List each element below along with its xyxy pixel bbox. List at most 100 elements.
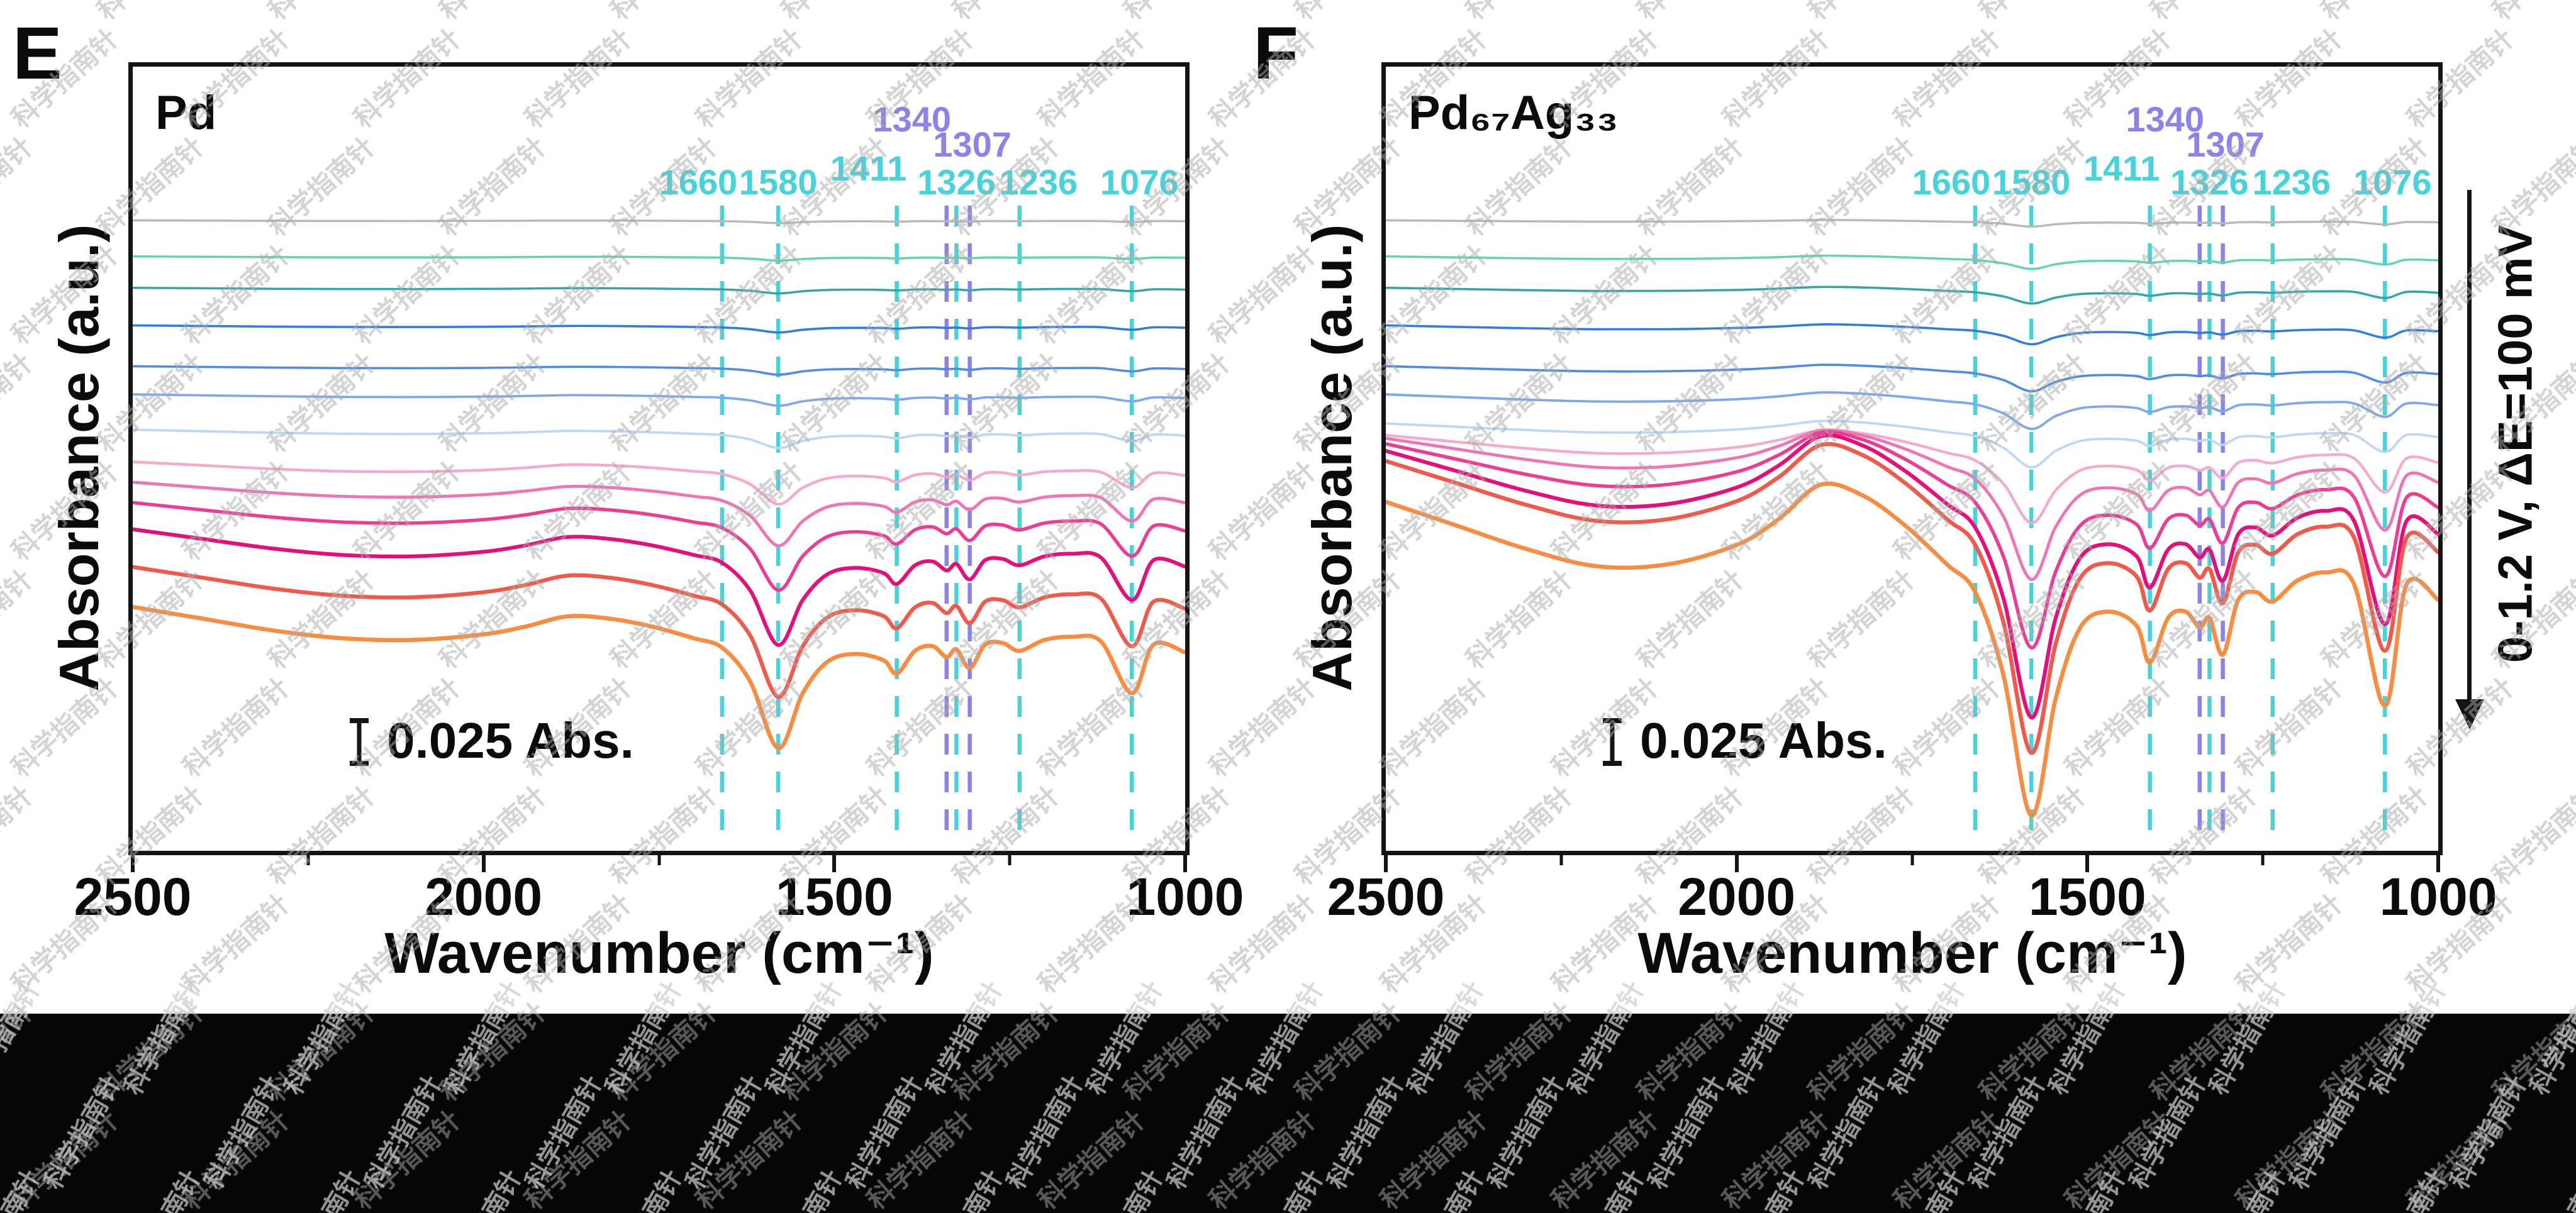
potential-arrow-line xyxy=(2467,190,2472,701)
peak-label-1076: 1076 xyxy=(1100,162,1179,202)
spectrum-curve-0.5V xyxy=(133,393,1185,407)
scale-bar-label: 0.025 Abs. xyxy=(387,712,634,768)
spectrum-curve-0.9V xyxy=(1386,430,2438,650)
panel-letter-e: E xyxy=(13,12,62,95)
watermark-text: 科学指南针 xyxy=(0,780,38,891)
watermark-text: 科学指南针 xyxy=(2141,0,2265,27)
watermark-text: 科学指南针 xyxy=(2572,240,2576,350)
watermark-text: 科学指南针 xyxy=(1970,0,2094,27)
x-tick-2500 xyxy=(1384,855,1388,872)
spectrum-curve-0.6V xyxy=(1386,419,2438,469)
plot-box-e: Pd 1660 1580 1411 1340 1326 1307 1236 1076 0.02… xyxy=(128,62,1190,855)
spectrum-curve-1V xyxy=(1386,433,2438,719)
spectrum-curve-0.2V xyxy=(133,286,1185,295)
peak-label-1236: 1236 xyxy=(2252,162,2331,202)
watermark-text: 科学指南针 xyxy=(2230,889,2348,999)
panel-letter-f: F xyxy=(1253,12,1299,95)
x-tick-2000 xyxy=(481,855,486,872)
peak-label-1340: 1340 xyxy=(873,99,952,139)
peak-label-1236: 1236 xyxy=(999,162,1078,202)
x-tick-1000 xyxy=(2436,855,2440,872)
peak-label-1580: 1580 xyxy=(739,162,818,202)
watermark-text: 科学指南针 xyxy=(1456,0,1580,27)
watermark-text: 科学指南针 xyxy=(0,564,38,675)
x-tick-label-2500: 2500 xyxy=(74,867,192,926)
x-axis-title-e: Wavenumber (cm⁻¹) xyxy=(384,921,934,985)
watermark-text: 科学指南针 xyxy=(1627,0,1751,27)
spectrum-curve-1.1V xyxy=(1386,442,2438,755)
watermark-text: 科学指南针 xyxy=(943,0,1067,27)
peak-label-1307: 1307 xyxy=(933,125,1012,164)
peak-label-1580: 1580 xyxy=(1992,162,2071,202)
watermark-text: 科学指南针 xyxy=(2572,456,2576,567)
scale-bar-label: 0.025 Abs. xyxy=(1640,712,1887,768)
watermark-text: 科学指南针 xyxy=(1285,0,1409,27)
spectrum-curve-0V xyxy=(133,219,1185,224)
plot-box-f: Pd₆₇Ag₃₃ 1660 1580 1411 1340 1326 1307 1236 107… xyxy=(1381,62,2443,855)
spectrum-curve-1V xyxy=(133,527,1185,647)
scale-bar-ibeam-icon xyxy=(350,718,369,766)
watermark-text: 科学指南针 xyxy=(430,0,554,27)
spectrum-curve-0.2V xyxy=(1386,285,2438,305)
spectrum-curve-0.4V xyxy=(133,365,1185,376)
x-tick-2500 xyxy=(131,855,135,872)
watermark-text: 科学指南针 xyxy=(87,0,211,27)
peak-label-1411: 1411 xyxy=(830,148,907,188)
sample-label-pd: Pd xyxy=(155,86,217,140)
spectra-svg-e xyxy=(133,206,1185,831)
peak-label-1326: 1326 xyxy=(917,162,996,202)
watermark-text: 科学指南针 xyxy=(1798,0,1922,27)
spectrum-curve-0.8V xyxy=(1386,428,2438,581)
x-minor-tick-2250 xyxy=(306,855,310,865)
x-minor-tick-1750 xyxy=(657,855,661,865)
spectrum-curve-1.1V xyxy=(133,565,1185,699)
watermark-text: 科学指南针 xyxy=(772,0,896,27)
x-minor-tick-1250 xyxy=(1008,855,1012,865)
x-minor-tick-1750 xyxy=(1910,855,1914,865)
watermark-text: 科学指南针 xyxy=(0,131,38,242)
spectrum-curve-0.7V xyxy=(133,460,1185,506)
watermark-text: 科学指南针 xyxy=(0,348,38,458)
y-axis-title-f: Absorbance (a.u.) xyxy=(1301,224,1363,692)
spectrum-curve-0.1V xyxy=(133,255,1185,262)
spectrum-curve-0.9V xyxy=(133,501,1185,592)
watermark-text: 科学指南针 xyxy=(601,0,725,27)
x-tick-2000 xyxy=(1734,855,1739,872)
spectrum-curve-0.4V xyxy=(1386,363,2438,393)
spectrum-curve-0.7V xyxy=(1386,428,2438,524)
x-axis-title-f: Wavenumber (cm⁻¹) xyxy=(1637,921,2187,985)
x-tick-1000 xyxy=(1183,855,1187,872)
peak-label-1660: 1660 xyxy=(1912,162,1991,202)
y-axis-title-e: Absorbance (a.u.) xyxy=(48,224,110,692)
watermark-text: 科学指南针 xyxy=(2483,0,2576,27)
watermark-text: 科学指南针 xyxy=(2312,0,2436,27)
peak-label-1411: 1411 xyxy=(2083,148,2160,188)
spectrum-curve-0.3V xyxy=(1386,323,2438,346)
x-tick-label-1000: 1000 xyxy=(1126,867,1244,926)
peak-label-1076: 1076 xyxy=(2353,162,2432,202)
x-tick-label-2500: 2500 xyxy=(1327,867,1445,926)
watermark-text: 科学指南针 xyxy=(259,0,382,27)
spectrum-curve-0V xyxy=(1386,219,2438,228)
watermark-text: 科学指南针 xyxy=(1114,0,1238,27)
spectrum-curve-1.2V xyxy=(1386,481,2438,818)
watermark-text: 科学指南针 xyxy=(2572,23,2576,134)
x-minor-tick-2250 xyxy=(1559,855,1563,865)
spectrum-curve-0.1V xyxy=(1386,254,2438,270)
potential-arrow-head-icon xyxy=(2455,699,2484,729)
x-tick-label-1000: 1000 xyxy=(2379,867,2497,926)
peak-label-1307: 1307 xyxy=(2186,125,2265,164)
peak-label-1660: 1660 xyxy=(659,162,738,202)
x-tick-label-1500: 1500 xyxy=(775,867,893,926)
x-tick-1500 xyxy=(832,855,837,872)
x-tick-label-2000: 2000 xyxy=(425,867,543,926)
spectrum-curve-0.3V xyxy=(133,324,1185,334)
x-tick-label-1500: 1500 xyxy=(2028,867,2146,926)
peak-label-1340: 1340 xyxy=(2126,99,2205,139)
bottom-black-bar xyxy=(0,1014,2576,1213)
peak-label-1326: 1326 xyxy=(2170,162,2249,202)
watermark-text: 科学指南针 xyxy=(2572,672,2576,783)
x-minor-tick-1250 xyxy=(2261,855,2265,865)
watermark-text: 科学指南针 xyxy=(2572,889,2576,999)
